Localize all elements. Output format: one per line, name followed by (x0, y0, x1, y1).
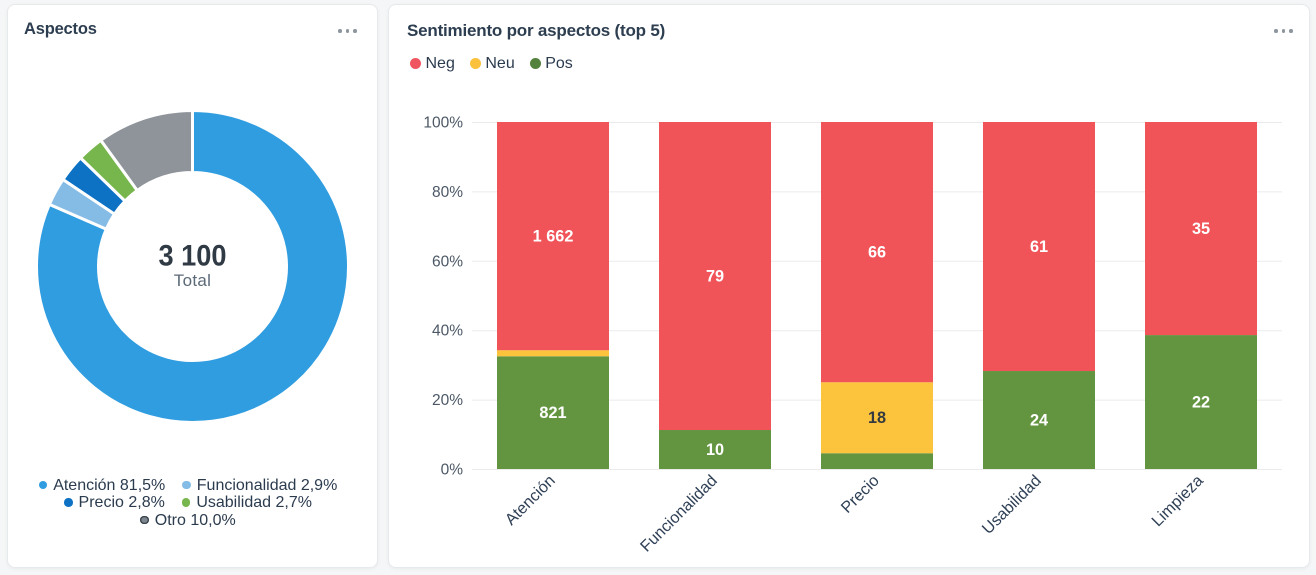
svg-text:24: 24 (1030, 412, 1048, 430)
svg-text:0%: 0% (441, 462, 464, 479)
svg-text:66: 66 (868, 244, 886, 262)
svg-text:35: 35 (1192, 220, 1210, 238)
svg-text:3 100: 3 100 (159, 240, 227, 273)
svg-text:1 662: 1 662 (533, 228, 574, 246)
svg-text:100%: 100% (423, 115, 463, 132)
svg-text:10: 10 (706, 441, 724, 459)
svg-text:79: 79 (706, 268, 724, 286)
svg-text:61: 61 (1030, 238, 1048, 256)
svg-text:60%: 60% (432, 253, 463, 270)
svg-text:Usabilidad: Usabilidad (979, 472, 1045, 538)
svg-text:22: 22 (1192, 394, 1210, 412)
svg-text:Total: Total (174, 271, 211, 290)
svg-text:40%: 40% (432, 323, 463, 340)
svg-text:20%: 20% (432, 392, 463, 409)
svg-text:Atención: Atención (502, 472, 559, 529)
svg-text:80%: 80% (432, 184, 463, 201)
svg-text:Precio: Precio (838, 472, 883, 517)
svg-text:Limpieza: Limpieza (1148, 472, 1207, 531)
svg-text:18: 18 (868, 409, 886, 427)
svg-text:821: 821 (539, 404, 566, 422)
svg-text:Funcionalidad: Funcionalidad (637, 472, 721, 556)
